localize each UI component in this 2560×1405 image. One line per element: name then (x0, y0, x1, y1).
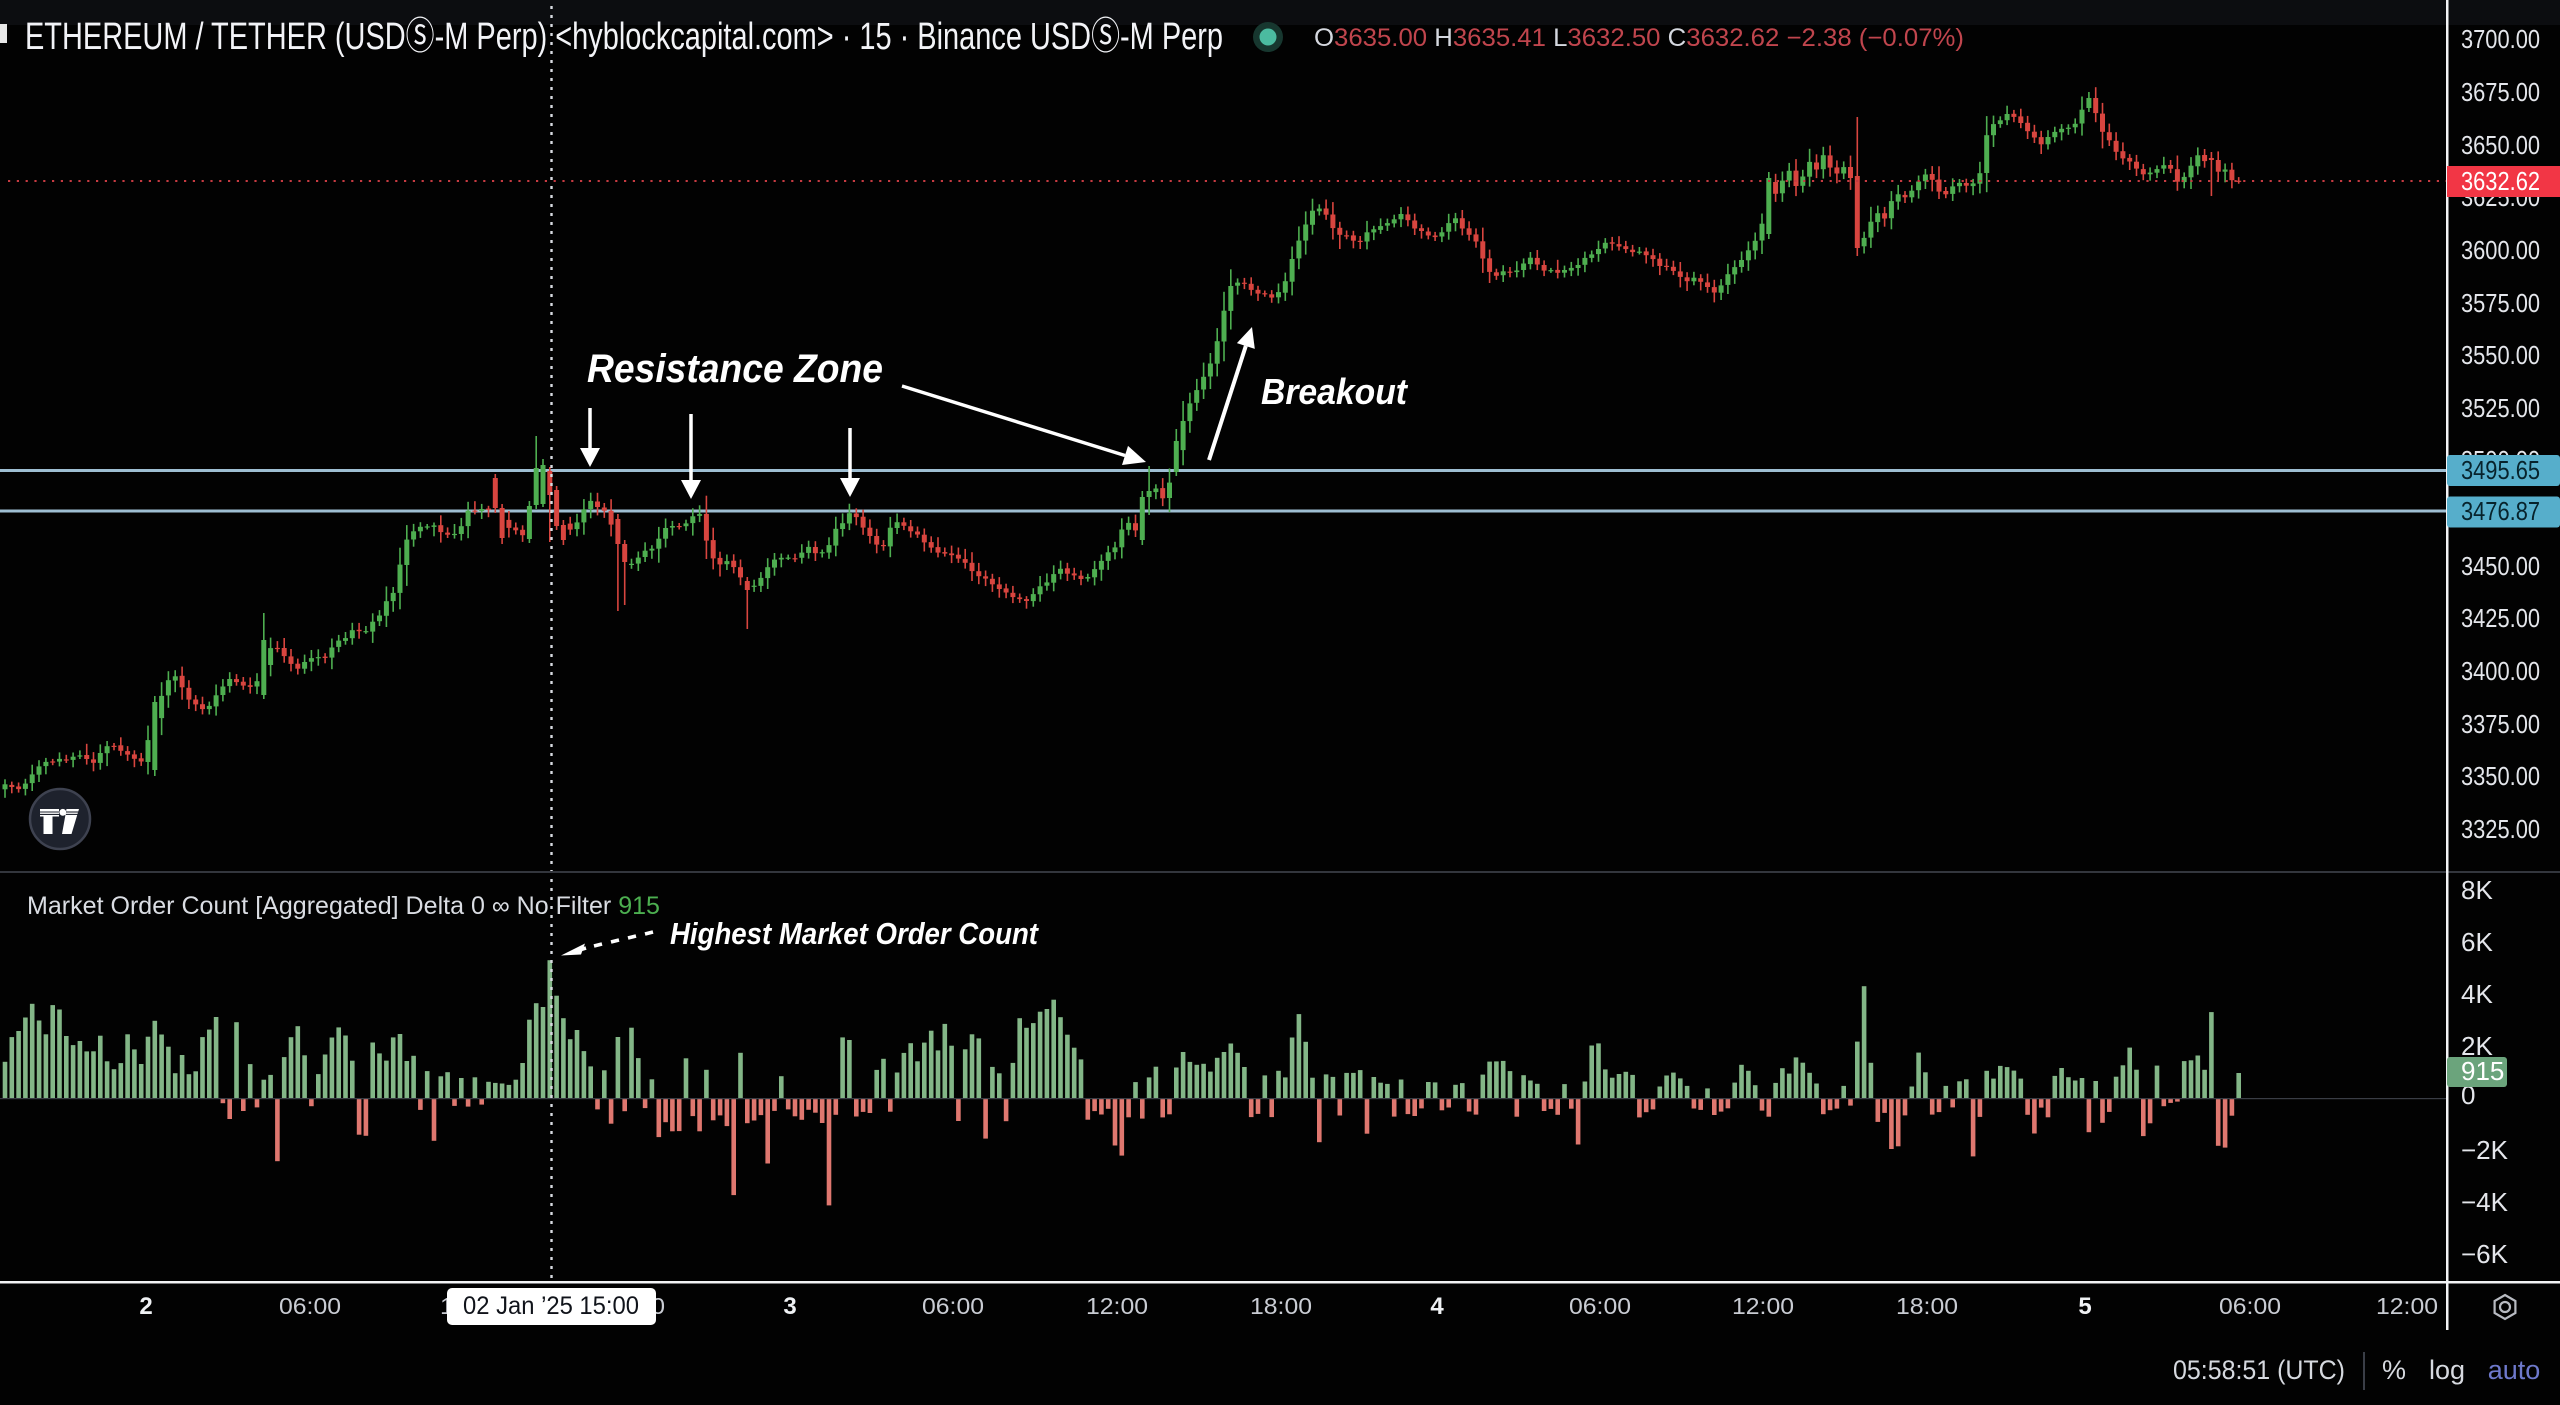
svg-text:auto: auto (2488, 1355, 2541, 1385)
svg-text:06:00: 06:00 (279, 1293, 341, 1319)
svg-text:02 Jan ’25 15:00: 02 Jan ’25 15:00 (463, 1292, 639, 1320)
svg-text:0: 0 (2461, 1080, 2475, 1110)
svg-text:%: % (2382, 1355, 2406, 1385)
svg-text:−2K: −2K (2461, 1135, 2509, 1165)
svg-text:2K: 2K (2461, 1031, 2493, 1061)
svg-text:12:00: 12:00 (1086, 1293, 1148, 1319)
svg-text:06:00: 06:00 (2219, 1293, 2281, 1319)
svg-text:3550.00: 3550.00 (2461, 340, 2540, 370)
svg-text:3650.00: 3650.00 (2461, 130, 2540, 160)
svg-text:log: log (2429, 1355, 2465, 1385)
svg-text:3350.00: 3350.00 (2461, 761, 2540, 791)
svg-text:3325.00: 3325.00 (2461, 814, 2540, 844)
svg-text:6K: 6K (2461, 927, 2493, 957)
svg-text:12:00: 12:00 (1732, 1293, 1794, 1319)
svg-text:O3635.00 H3635.41 L3632.50: O3635.00 H3635.41 L3632.50 C3632.62 −2.3… (1314, 24, 1964, 52)
svg-text:4K: 4K (2461, 979, 2493, 1009)
svg-text:18:00: 18:00 (1250, 1293, 1312, 1319)
svg-text:12:00: 12:00 (2376, 1293, 2438, 1319)
svg-text:3675.00: 3675.00 (2461, 77, 2540, 107)
svg-text:3450.00: 3450.00 (2461, 551, 2540, 581)
svg-text:915: 915 (2461, 1056, 2504, 1086)
svg-text:3400.00: 3400.00 (2461, 656, 2540, 686)
svg-text:3632.62: 3632.62 (2461, 166, 2540, 196)
svg-text:Highest Market Order Count: Highest Market Order Count (670, 916, 1039, 951)
svg-text:3476.87: 3476.87 (2461, 496, 2540, 526)
svg-text:ETHEREUM / TETHER (USDⓈ-M Perp: ETHEREUM / TETHER (USDⓈ-M Perp) <hyblock… (25, 16, 1223, 58)
svg-text:05:58:51 (UTC): 05:58:51 (UTC) (2173, 1355, 2345, 1385)
svg-text:3600.00: 3600.00 (2461, 235, 2540, 265)
svg-text:3700.00: 3700.00 (2461, 24, 2540, 54)
svg-text:2: 2 (139, 1293, 152, 1320)
svg-text:3: 3 (783, 1293, 796, 1320)
svg-text:3575.00: 3575.00 (2461, 288, 2540, 318)
svg-text:−6K: −6K (2461, 1239, 2509, 1269)
svg-text:06:00: 06:00 (1569, 1293, 1631, 1319)
svg-text:3375.00: 3375.00 (2461, 709, 2540, 739)
svg-text:3495.65: 3495.65 (2461, 455, 2540, 485)
svg-text:06:00: 06:00 (922, 1293, 984, 1319)
svg-text:3525.00: 3525.00 (2461, 393, 2540, 423)
svg-text:−4K: −4K (2461, 1187, 2509, 1217)
svg-text:Market Order Count [Aggregated: Market Order Count [Aggregated] Delta 0 … (27, 892, 660, 920)
svg-text:18:00: 18:00 (1896, 1293, 1958, 1319)
svg-text:5: 5 (2078, 1293, 2091, 1320)
svg-text:4: 4 (1430, 1293, 1444, 1320)
svg-text:Breakout: Breakout (1261, 371, 1409, 412)
svg-text:3425.00: 3425.00 (2461, 603, 2540, 633)
svg-text:Resistance Zone: Resistance Zone (587, 347, 883, 391)
svg-text:8K: 8K (2461, 875, 2493, 905)
